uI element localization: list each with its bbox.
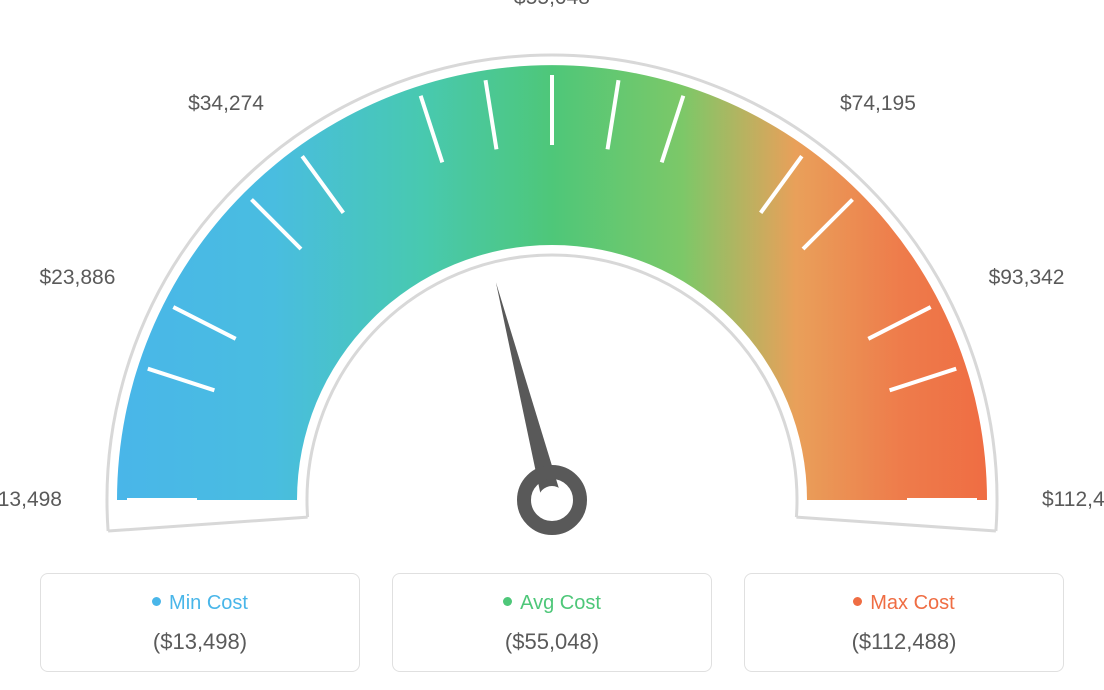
legend-value-min: ($13,498) <box>51 629 349 655</box>
legend-card-min: Min Cost ($13,498) <box>40 573 360 672</box>
legend-card-avg: Avg Cost ($55,048) <box>392 573 712 672</box>
legend-title-label: Max Cost <box>870 592 954 614</box>
legend-dot-avg <box>503 597 512 606</box>
legend-title-max: Max Cost <box>755 592 1053 615</box>
gauge-tick-label: $55,048 <box>514 0 590 10</box>
gauge-tick-label: $23,886 <box>39 266 115 290</box>
legend-dot-min <box>152 597 161 606</box>
legend-title-label: Avg Cost <box>520 592 601 614</box>
gauge-tick-label: $34,274 <box>188 92 264 116</box>
gauge-tick-label: $93,342 <box>989 266 1065 290</box>
legend-value-max: ($112,488) <box>755 629 1053 655</box>
legend-title-min: Min Cost <box>51 592 349 615</box>
gauge-chart: $13,498 $23,886 $34,274 $55,048 $74,195 $93,3… <box>0 0 1104 540</box>
legend-card-max: Max Cost ($112,488) <box>744 573 1064 672</box>
legend-title-label: Min Cost <box>169 592 248 614</box>
legend-dot-max <box>853 597 862 606</box>
legend-value-avg: ($55,048) <box>403 629 701 655</box>
gauge-tick-label: $13,498 <box>0 488 62 512</box>
legend-row: Min Cost ($13,498) Avg Cost ($55,048) Ma… <box>0 573 1104 672</box>
gauge-tick-label: $74,195 <box>840 92 916 116</box>
gauge-tick-label: $112,488 <box>1042 488 1104 512</box>
legend-title-avg: Avg Cost <box>403 592 701 615</box>
